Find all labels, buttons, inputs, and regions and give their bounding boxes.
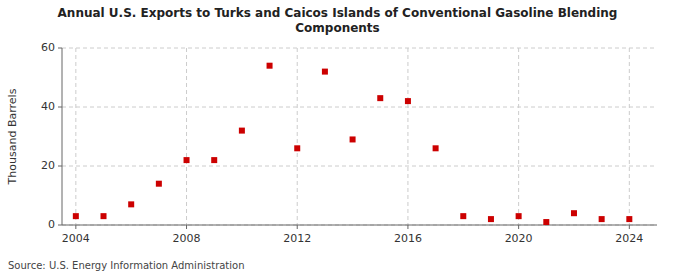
points xyxy=(73,63,632,225)
point xyxy=(599,216,605,222)
y-tick xyxy=(58,166,62,167)
point xyxy=(433,145,439,151)
chart: 0 20 40 60 2004 2008 2012 2016 2020 2024 Thousand … xyxy=(0,0,675,275)
x-tick-label: 2004 xyxy=(62,232,90,245)
x-tick-label: 2024 xyxy=(615,232,643,245)
point xyxy=(239,128,245,134)
y-tick xyxy=(58,48,62,49)
title: Annual U.S. Exports to Turks and Caicos … xyxy=(58,6,618,35)
x-grid-line xyxy=(75,48,76,225)
x-grid-line xyxy=(407,48,408,225)
grid xyxy=(62,48,657,225)
y-grid-line xyxy=(62,225,657,226)
chart-container: 0 20 40 60 2004 2008 2012 2016 2020 2024 Thousand … xyxy=(0,0,675,275)
x-tick-label: 2008 xyxy=(173,232,201,245)
point xyxy=(211,157,217,163)
point xyxy=(350,136,356,142)
source-note: Source: U.S. Energy Information Administ… xyxy=(8,260,245,271)
x-grid-line xyxy=(297,48,298,225)
point xyxy=(460,213,466,219)
x-grid-line xyxy=(186,48,187,225)
x-tick xyxy=(75,225,76,229)
axes: 0 20 40 60 2004 2008 2012 2016 2020 2024 xyxy=(41,41,657,245)
y-tick xyxy=(58,107,62,108)
point xyxy=(377,95,383,101)
point xyxy=(101,213,107,219)
x-tick xyxy=(629,225,630,229)
x-tick-label: 2016 xyxy=(394,232,422,245)
x-axis-line xyxy=(62,225,657,226)
point xyxy=(294,145,300,151)
y-grid-line xyxy=(62,48,657,49)
point xyxy=(267,63,273,69)
x-tick xyxy=(407,225,408,229)
x-grid-line xyxy=(629,48,630,225)
y-grid-line xyxy=(62,107,657,108)
x-tick xyxy=(297,225,298,229)
point xyxy=(73,213,79,219)
point xyxy=(488,216,494,222)
point xyxy=(184,157,190,163)
x-tick-label: 2020 xyxy=(505,232,533,245)
point xyxy=(543,219,549,225)
x-tick-label: 2012 xyxy=(283,232,311,245)
y-axis-line xyxy=(62,48,63,225)
point xyxy=(322,69,328,75)
x-tick xyxy=(186,225,187,229)
y-tick xyxy=(58,225,62,226)
y-axis-label: Thousand Barrels xyxy=(6,88,19,185)
point xyxy=(516,213,522,219)
x-tick xyxy=(518,225,519,229)
y-tick-label: 0 xyxy=(48,218,55,231)
point xyxy=(405,98,411,104)
y-tick-label: 20 xyxy=(41,159,55,172)
point xyxy=(571,210,577,216)
y-grid-line xyxy=(62,166,657,167)
y-tick-label: 60 xyxy=(41,41,55,54)
point xyxy=(156,181,162,187)
x-grid-line xyxy=(518,48,519,225)
y-tick-label: 40 xyxy=(41,100,55,113)
point xyxy=(626,216,632,222)
point xyxy=(128,201,134,207)
